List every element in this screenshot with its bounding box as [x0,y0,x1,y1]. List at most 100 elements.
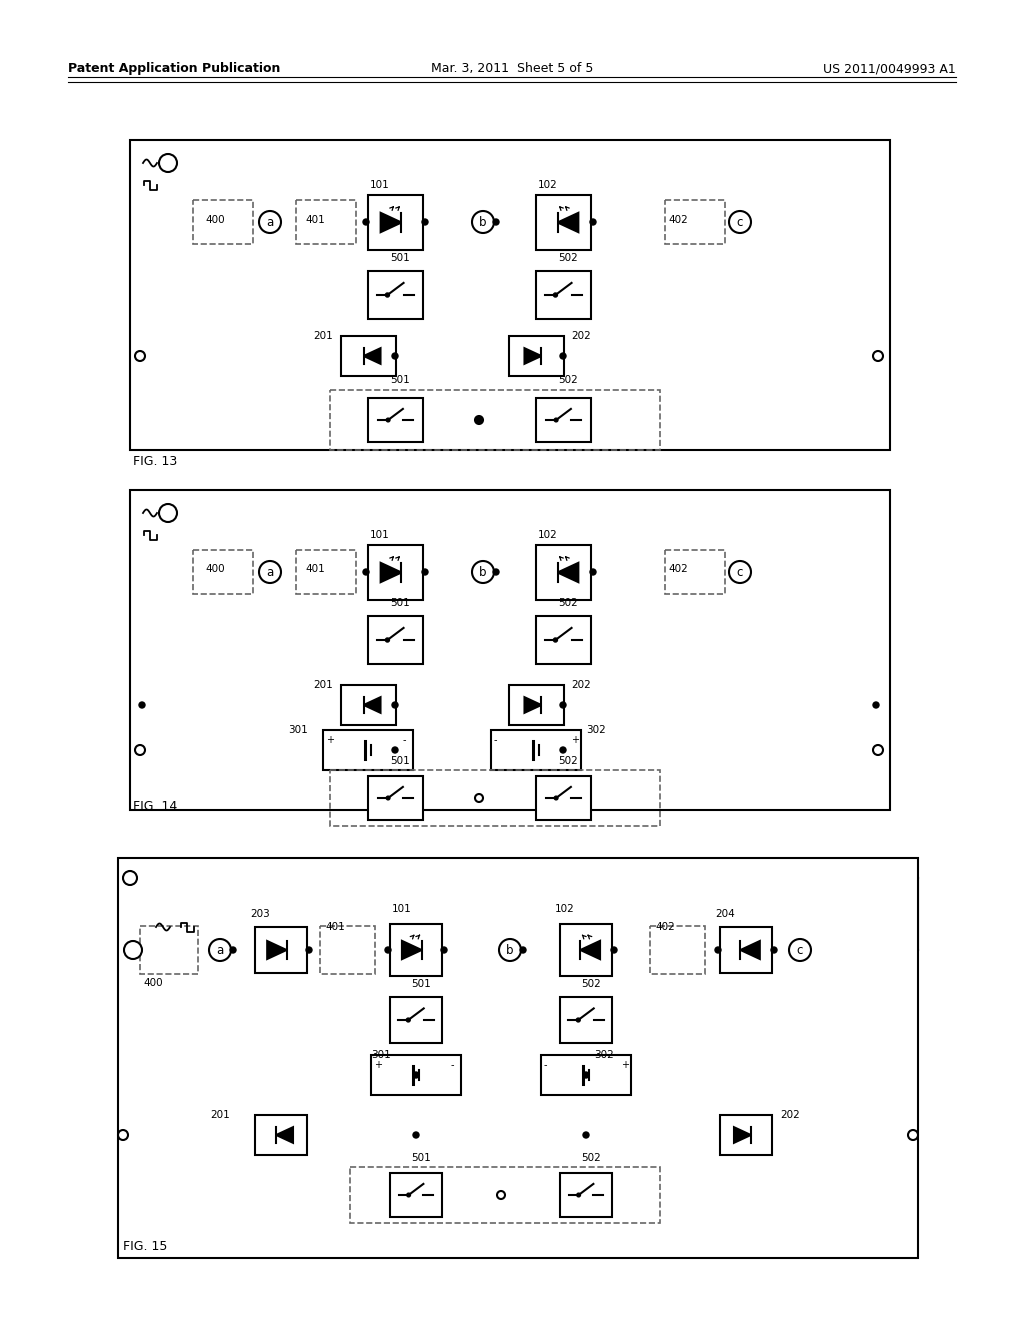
Bar [371,1055,461,1096]
Bar [368,776,423,820]
Bar [368,271,423,319]
Bar [720,1115,772,1155]
Bar [193,550,253,594]
Circle shape [493,219,499,224]
Circle shape [590,569,596,576]
Text: 501: 501 [390,598,410,609]
Bar [319,927,375,974]
Text: 203: 203 [250,909,269,919]
Circle shape [413,1133,419,1138]
Text: 201: 201 [313,331,333,341]
Circle shape [583,1072,589,1078]
Circle shape [560,747,566,752]
Bar [330,770,660,826]
Circle shape [472,561,494,583]
Bar [390,924,442,975]
Circle shape [392,702,398,708]
Bar [650,927,705,974]
Text: 502: 502 [558,375,578,385]
Circle shape [560,352,566,359]
Text: 202: 202 [571,331,591,341]
Bar [255,927,307,973]
Text: +: + [621,1060,629,1071]
Bar [368,616,423,664]
Text: 501: 501 [411,979,431,989]
Bar [665,550,725,594]
Text: US 2011/0049993 A1: US 2011/0049993 A1 [823,62,956,75]
Circle shape [385,293,389,297]
Text: Mar. 3, 2011  Sheet 5 of 5: Mar. 3, 2011 Sheet 5 of 5 [431,62,593,75]
Bar [509,685,564,725]
Polygon shape [381,562,401,582]
Polygon shape [276,1127,293,1143]
Text: 302: 302 [594,1049,613,1060]
Circle shape [560,702,566,708]
Circle shape [386,418,390,422]
Text: b: b [479,215,486,228]
Circle shape [554,418,558,422]
Text: 501: 501 [411,1152,431,1163]
Bar [536,545,591,601]
Text: -: - [544,1060,548,1071]
Text: 502: 502 [558,756,578,766]
Bar [350,1167,660,1224]
Circle shape [553,293,557,297]
Circle shape [476,417,482,422]
Text: 201: 201 [313,680,333,690]
Bar [541,1055,631,1096]
Circle shape [392,747,398,752]
Circle shape [475,416,483,424]
Text: 101: 101 [370,531,390,540]
Circle shape [790,939,811,961]
Circle shape [407,1018,411,1022]
Circle shape [583,1133,589,1138]
Text: 400: 400 [205,564,224,574]
Circle shape [577,1193,581,1197]
Bar [193,201,253,244]
Bar [390,997,442,1043]
Polygon shape [734,1127,751,1143]
Bar [296,550,356,594]
Polygon shape [402,941,422,960]
Text: 402: 402 [668,215,688,224]
Text: 102: 102 [538,531,558,540]
Circle shape [590,219,596,224]
Circle shape [873,702,879,708]
Circle shape [385,946,391,953]
Text: FIG. 14: FIG. 14 [133,800,177,813]
Text: c: c [737,565,743,578]
Bar [560,997,612,1043]
Text: 204: 204 [715,909,735,919]
Text: -: - [403,735,407,744]
Text: 202: 202 [780,1110,800,1119]
Circle shape [209,939,231,961]
Text: a: a [216,944,223,957]
Circle shape [362,569,369,576]
Text: 302: 302 [586,725,606,735]
Text: c: c [797,944,803,957]
Bar [130,140,890,450]
Circle shape [499,939,521,961]
Circle shape [729,561,751,583]
Circle shape [362,219,369,224]
Text: 501: 501 [390,375,410,385]
Text: c: c [737,215,743,228]
Bar [560,924,612,975]
Circle shape [493,569,499,576]
Circle shape [553,638,557,642]
Bar [390,1173,442,1217]
Bar [665,201,725,244]
Text: +: + [326,735,334,744]
Text: 401: 401 [305,564,325,574]
Text: 502: 502 [558,253,578,263]
Bar [490,730,581,770]
Text: 502: 502 [581,979,601,989]
Bar [341,337,396,376]
Circle shape [135,351,145,360]
Circle shape [472,211,494,234]
Bar [536,195,591,249]
Circle shape [407,1193,411,1197]
Text: b: b [506,944,514,957]
Text: 301: 301 [288,725,308,735]
Polygon shape [740,941,760,958]
